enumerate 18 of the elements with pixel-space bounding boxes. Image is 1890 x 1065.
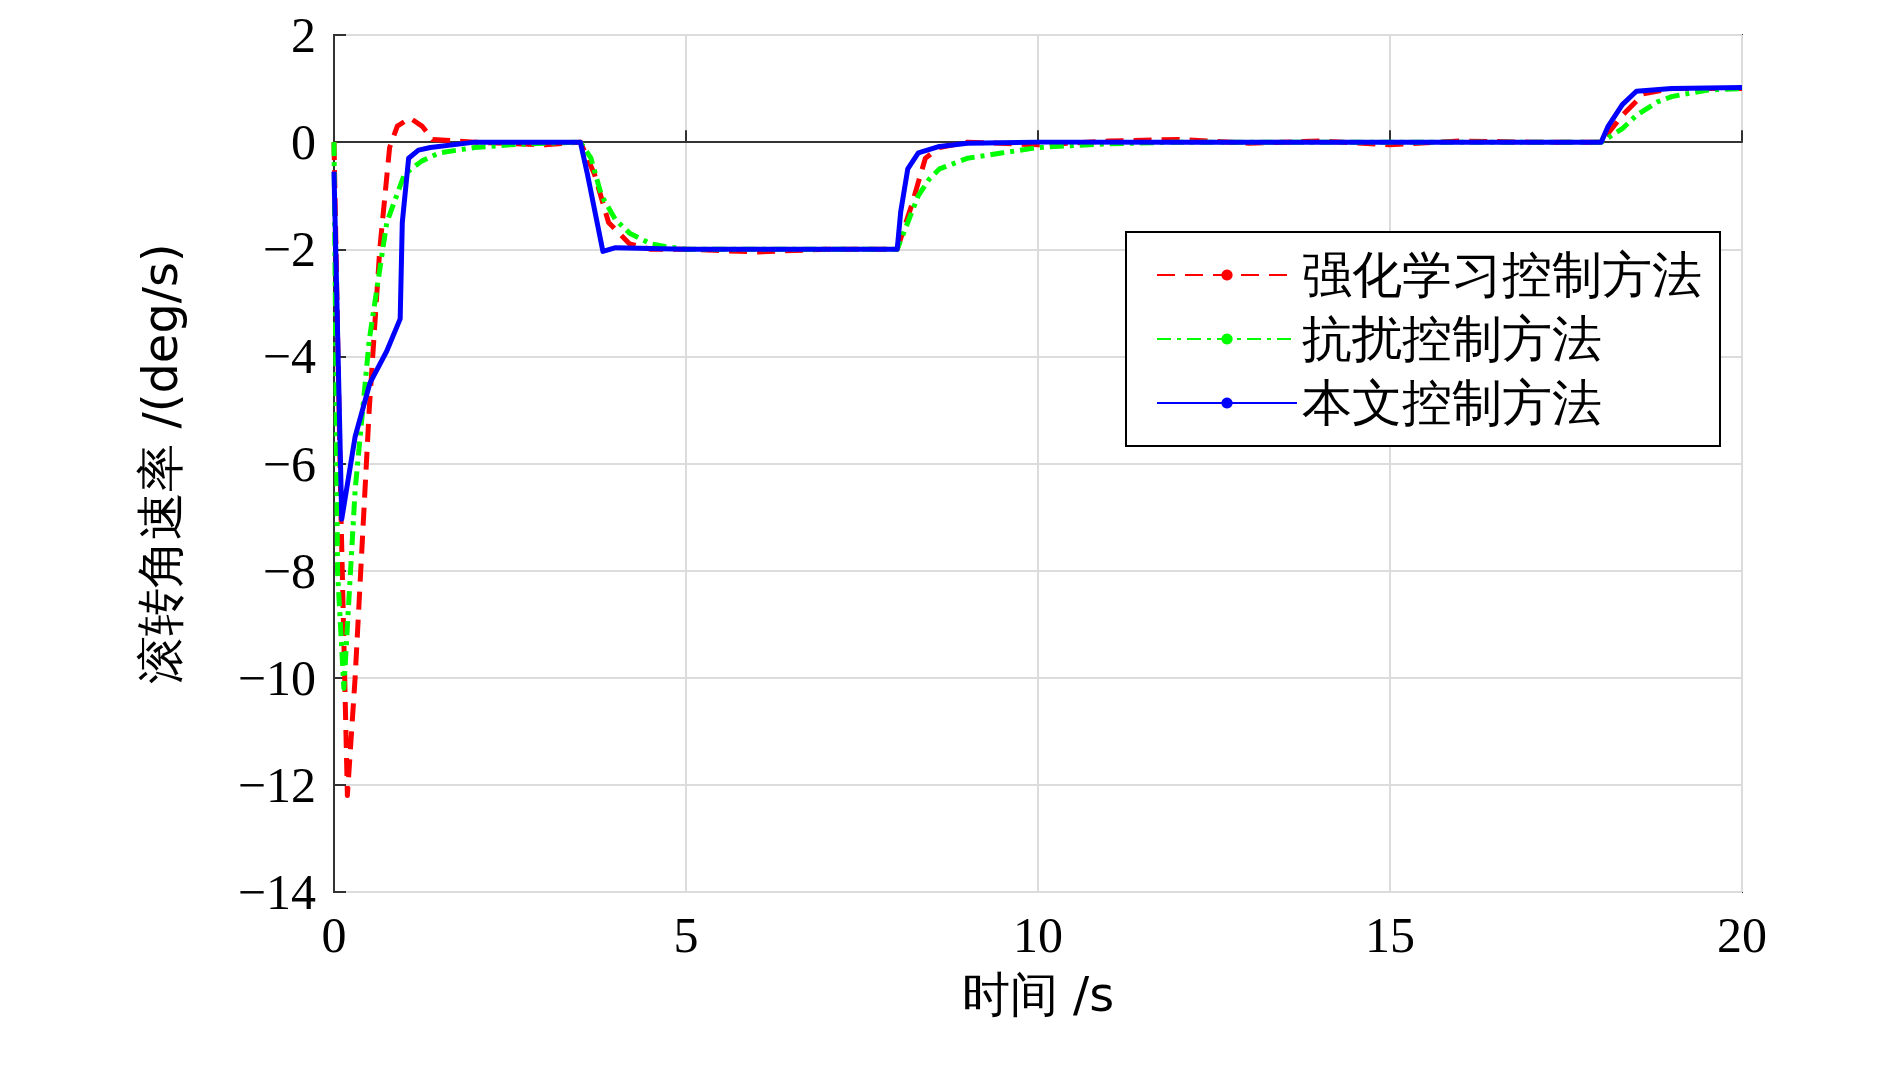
y-tick-label: −4 (262, 328, 316, 385)
legend-label: 抗扰控制方法 (1302, 310, 1602, 368)
x-tick-label: 15 (1365, 907, 1415, 963)
x-tick-label: 20 (1717, 907, 1767, 963)
y-tick-label: −2 (262, 221, 316, 278)
y-tick-label: 0 (291, 114, 316, 171)
legend-label: 强化学习控制方法 (1302, 246, 1702, 304)
y-tick-label: −10 (237, 649, 316, 706)
y-tick-label: 2 (291, 7, 316, 63)
y-tick-label: −6 (262, 435, 316, 492)
x-axis-title: 时间 /s (961, 966, 1115, 1022)
y-tick-label: −8 (262, 542, 316, 599)
x-tick-label: 5 (673, 907, 699, 963)
legend-label: 本文控制方法 (1302, 374, 1602, 432)
y-tick-label: −14 (237, 864, 316, 920)
y-tick-label: −12 (237, 756, 316, 813)
y-axis-title: 滚转角速率 /(deg/s) (132, 243, 188, 684)
x-tick-label: 10 (1013, 907, 1063, 963)
